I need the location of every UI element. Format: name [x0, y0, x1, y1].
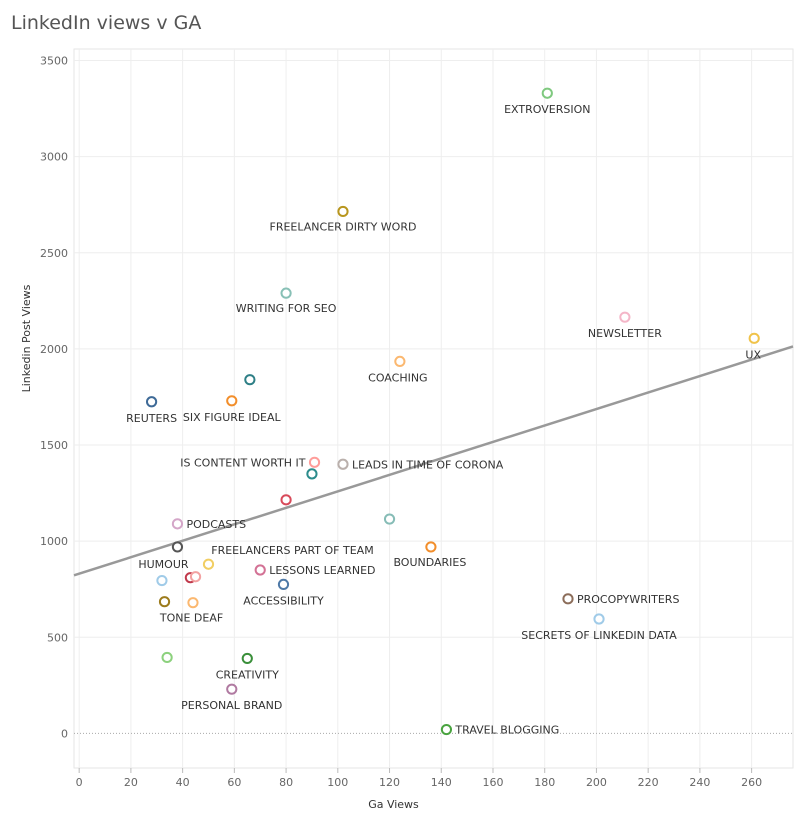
y-tick-label: 2000 — [40, 343, 68, 356]
x-tick-label: 240 — [689, 776, 710, 789]
data-point — [619, 311, 631, 323]
y-tick-label: 500 — [47, 631, 68, 644]
y-tick-label: 3500 — [40, 55, 68, 68]
point-label: WRITING FOR SEO — [236, 302, 337, 315]
point-label: LESSONS LEARNED — [269, 564, 375, 577]
x-tick-label: 80 — [279, 776, 293, 789]
x-tick-label: 220 — [638, 776, 659, 789]
data-point — [226, 395, 238, 407]
x-tick-label: 120 — [379, 776, 400, 789]
data-point — [425, 541, 437, 553]
data-point — [187, 597, 199, 609]
data-point — [171, 518, 184, 530]
x-tick-label: 0 — [76, 776, 83, 789]
points-group — [145, 87, 760, 736]
x-tick-label: 260 — [741, 776, 762, 789]
chart-title: LinkedIn views v GA — [11, 12, 202, 34]
x-tick-label: 140 — [431, 776, 452, 789]
axes: 0 20 40 60 80 100 120 140 160 180 200 220 240 260 0 500… — [20, 55, 762, 811]
x-tick-label: 60 — [227, 776, 241, 789]
data-point — [337, 205, 349, 218]
point-label: HUMOUR — [138, 558, 189, 571]
grid-lines — [73, 48, 794, 769]
data-point — [241, 652, 253, 665]
point-label: PODCASTS — [186, 518, 246, 531]
data-point — [145, 396, 158, 408]
data-point — [202, 558, 215, 570]
x-tick-label: 100 — [327, 776, 348, 789]
y-axis-title: Linkedin Post Views — [20, 284, 33, 392]
y-tick-label: 3000 — [40, 151, 68, 164]
data-point — [394, 355, 406, 367]
data-point — [156, 574, 168, 587]
data-point — [440, 723, 453, 736]
point-label: REUTERS — [126, 412, 177, 425]
data-point — [277, 578, 290, 591]
point-labels-group: EXTROVERSION FREELANCER DIRTY WORD WRITING… — [126, 103, 761, 736]
point-label: BOUNDARIES — [393, 556, 466, 569]
data-point — [541, 87, 553, 99]
data-point — [280, 494, 292, 506]
point-label: LEADS IN TIME OF CORONA — [352, 458, 504, 471]
data-point — [308, 456, 321, 468]
data-point — [337, 458, 349, 470]
trendline — [73, 345, 794, 577]
data-point — [161, 651, 173, 664]
data-point — [254, 564, 266, 576]
data-point — [383, 513, 396, 525]
point-label: FREELANCER DIRTY WORD — [270, 220, 417, 233]
point-label: UX — [745, 348, 761, 361]
trendline-group — [73, 345, 794, 577]
data-point — [748, 332, 760, 344]
y-tick-label: 1500 — [40, 439, 68, 452]
point-label: PERSONAL BRAND — [181, 699, 282, 712]
point-label: TRAVEL BLOGGING — [454, 724, 559, 737]
x-tick-label: 20 — [124, 776, 138, 789]
point-label: PROCOPYWRITERS — [577, 593, 679, 606]
plot-border — [73, 48, 794, 769]
y-tick-label: 1000 — [40, 535, 68, 548]
y-tick-label: 2500 — [40, 247, 68, 260]
x-tick-label: 180 — [534, 776, 555, 789]
data-point — [593, 613, 605, 625]
data-point — [226, 683, 238, 695]
x-tick-label: 160 — [482, 776, 503, 789]
point-label: SECRETS OF LINKEDIN DATA — [521, 629, 677, 642]
data-point — [280, 287, 292, 299]
data-point — [562, 593, 574, 605]
point-label: FREELANCERS PART OF TEAM — [211, 544, 373, 557]
point-label: IS CONTENT WORTH IT — [180, 456, 306, 469]
point-label: EXTROVERSION — [504, 103, 590, 116]
data-point — [244, 374, 256, 386]
point-label: TONE DEAF — [159, 612, 223, 625]
point-label: COACHING — [368, 371, 427, 384]
point-label: SIX FIGURE IDEAL — [183, 411, 282, 424]
data-point — [306, 468, 318, 480]
y-tick-label: 0 — [61, 727, 68, 740]
data-point — [158, 596, 171, 608]
x-axis-title: Ga Views — [368, 798, 419, 811]
point-label: CREATIVITY — [216, 668, 279, 681]
x-tick-label: 40 — [176, 776, 190, 789]
data-point — [189, 571, 202, 583]
x-tick-label: 200 — [586, 776, 607, 789]
point-label: NEWSLETTER — [588, 327, 662, 340]
point-label: ACCESSIBILITY — [243, 594, 324, 607]
data-point — [171, 541, 184, 553]
